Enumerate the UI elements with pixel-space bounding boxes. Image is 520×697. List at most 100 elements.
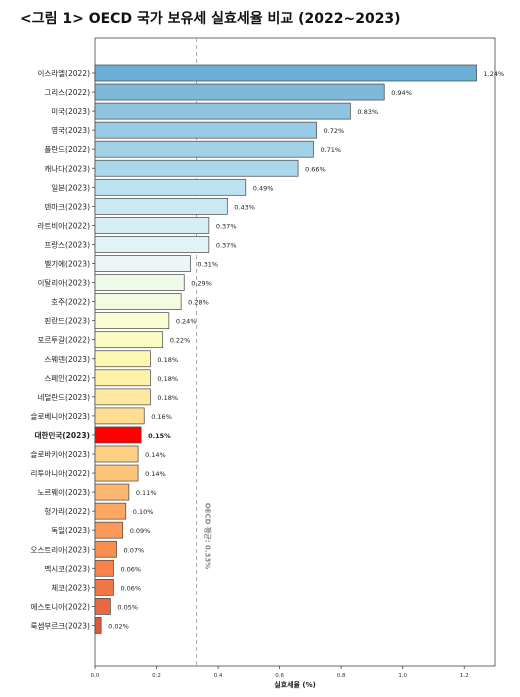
bar [94, 540, 117, 558]
bar [94, 64, 477, 82]
bar [94, 312, 170, 329]
data-label: 0.37% [216, 222, 237, 230]
data-label: 0.14% [145, 470, 166, 478]
category-label: 멕시코(2023) [44, 563, 90, 573]
data-label: 0.24% [176, 318, 197, 326]
x-tick-label: 0.6 [275, 673, 284, 679]
x-tick-label: 0.8 [337, 673, 346, 679]
x-tick-label: 0.0 [91, 673, 100, 679]
data-label: 0.29% [191, 280, 212, 288]
bar [94, 407, 145, 425]
category-label: 벨기에(2023) [44, 260, 90, 269]
x-tick-label: 0.4 [214, 673, 223, 679]
data-label: 1.24% [484, 70, 505, 78]
bar [94, 617, 102, 634]
data-label: 0.16% [151, 413, 172, 421]
bar [94, 236, 210, 253]
bar [94, 369, 151, 387]
category-label: 스웨덴(2023) [44, 355, 90, 364]
bar [94, 331, 164, 349]
bar [94, 83, 385, 101]
x-tick-label: 1.0 [398, 673, 407, 679]
category-label: 호주(2022) [51, 298, 90, 307]
bar [94, 578, 114, 596]
category-label: 슬로베니아(2023) [31, 411, 91, 421]
category-label: 미국(2023) [51, 107, 90, 116]
bar [94, 293, 182, 310]
bar [94, 217, 210, 234]
bar [94, 388, 151, 406]
bar [94, 502, 127, 520]
bar [94, 121, 317, 139]
data-label: 0.43% [234, 203, 255, 211]
category-label: 에스토니아(2022) [31, 601, 91, 611]
category-label: 포르투갈(2022) [37, 336, 90, 345]
category-label: 네덜란드(2023) [37, 392, 90, 402]
data-label: 0.14% [145, 451, 166, 459]
data-label: 0.18% [157, 356, 178, 364]
bar [94, 483, 130, 501]
category-label: 체코(2023) [51, 582, 90, 592]
chart-title: <그림 1> OECD 국가 보유세 실효세율 비교 (2022~2023) [20, 11, 401, 27]
bar [94, 445, 139, 463]
data-label: 0.06% [120, 565, 141, 573]
data-label: 0.05% [117, 603, 138, 611]
category-label: 캐나다(2023) [44, 164, 90, 173]
category-label: 라트비아(2022) [37, 220, 90, 230]
bar [94, 178, 247, 196]
bar [94, 159, 299, 177]
data-label: 0.49% [253, 184, 274, 192]
data-label: 0.94% [391, 89, 412, 97]
data-label: 0.07% [124, 546, 145, 554]
category-label: 오스트리아(2023) [31, 544, 91, 554]
data-label: 0.22% [170, 337, 191, 345]
bar [94, 598, 111, 615]
data-label: 0.37% [216, 241, 237, 249]
category-label: 노르웨이(2023) [37, 487, 90, 497]
x-tick-label: 0.2 [152, 673, 161, 679]
bar [94, 521, 124, 539]
category-label: 대한민국(2023) [35, 430, 90, 440]
category-label: 헝가리(2022) [44, 507, 90, 516]
category-label: 독일(2023) [51, 526, 90, 535]
oecd-average-label: OECD 평균: 0.33% [204, 503, 213, 570]
x-axis-label: 실효세율 (%) [274, 680, 316, 689]
data-label: 0.71% [320, 146, 341, 154]
category-label: 이스라엘(2022) [37, 68, 90, 78]
category-label: 그리스(2022) [44, 88, 90, 97]
category-label: 슬로바키아(2023) [31, 449, 91, 459]
data-label: 0.83% [357, 108, 378, 116]
data-label: 0.18% [157, 375, 178, 383]
category-label: 룩셈부르크(2023) [31, 621, 91, 630]
category-label: 스페인(2022) [44, 373, 90, 383]
bar [94, 198, 228, 215]
category-label: 리투아니아(2022) [31, 468, 91, 478]
data-label: 0.31% [197, 261, 218, 269]
bar [94, 426, 142, 444]
data-label: 0.72% [324, 127, 345, 135]
category-label: 일본(2023) [51, 183, 90, 192]
category-label: 영국(2023) [51, 125, 90, 135]
data-label: 0.11% [136, 489, 157, 497]
data-label: 0.28% [188, 299, 209, 307]
bar [94, 255, 191, 272]
category-label: 덴마크(2023) [44, 202, 90, 211]
bar [94, 464, 139, 482]
data-label: 0.06% [120, 584, 141, 592]
category-label: 프랑스(2023) [44, 240, 90, 249]
data-label: 0.10% [133, 508, 154, 516]
category-label: 폴란드(2022) [44, 144, 90, 154]
data-label: 0.02% [108, 622, 129, 630]
x-tick-label: 1.2 [460, 673, 469, 679]
data-label: 0.18% [157, 394, 178, 402]
bar [94, 559, 114, 577]
bar [94, 350, 151, 368]
category-label: 핀란드(2023) [44, 316, 90, 326]
bar [94, 102, 351, 120]
bar [94, 140, 314, 158]
category-label: 이탈리아(2023) [37, 278, 90, 288]
data-label: 0.66% [305, 165, 326, 173]
data-label: 0.09% [130, 527, 151, 535]
data-label: 0.15% [148, 432, 171, 440]
